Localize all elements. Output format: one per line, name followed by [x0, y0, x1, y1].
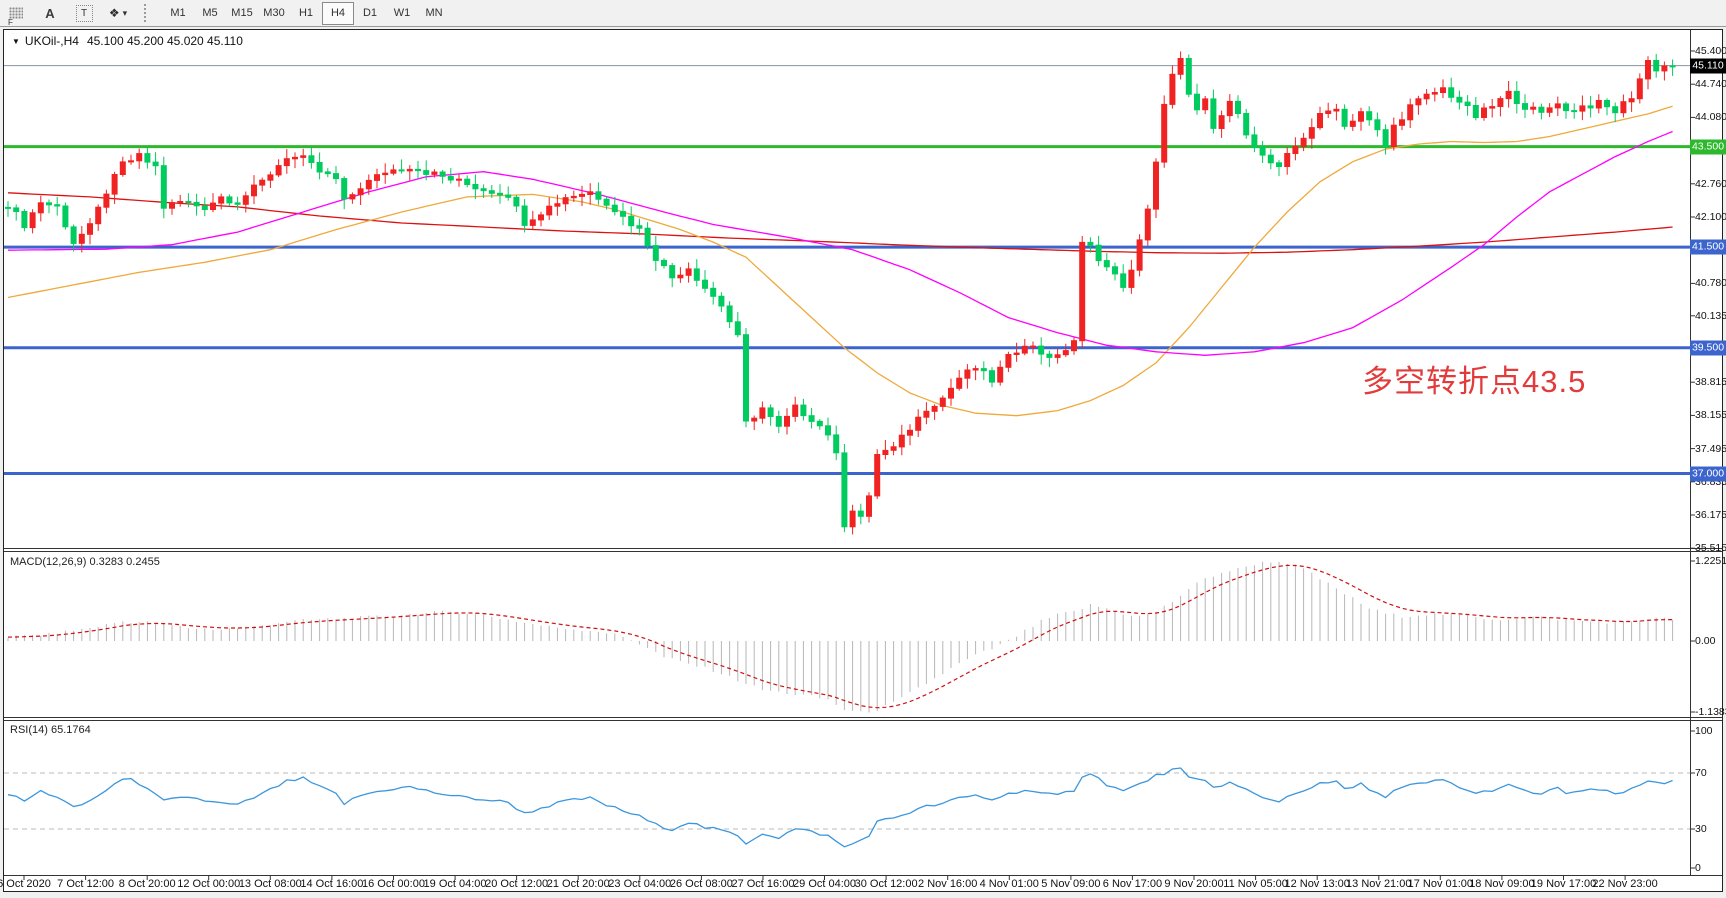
- timeframe-button-d1[interactable]: D1: [362, 6, 378, 19]
- toolbar: F A T ❖ ▾ M1 M5 M15 M30 H1 H4 D1 W1 MN: [0, 0, 1726, 27]
- letter-t-icon: T: [75, 4, 93, 22]
- shapes-tool-button[interactable]: ❖ ▾: [108, 2, 128, 24]
- timeframe-button-m5[interactable]: M5: [202, 6, 218, 19]
- timeframe-button-w1[interactable]: W1: [393, 6, 411, 19]
- timeframe-button-m30[interactable]: M30: [263, 6, 285, 19]
- timeframe-button-h1[interactable]: H1: [298, 6, 314, 19]
- timeframe-button-h4[interactable]: H4: [322, 1, 354, 25]
- text-label-icon[interactable]: T: [74, 2, 94, 24]
- toolbar-grip: [144, 4, 152, 22]
- drawing-tools-group: F A T ❖ ▾: [0, 2, 128, 27]
- timeframe-button-m15[interactable]: M15: [231, 6, 253, 19]
- grid-f-letter: F: [8, 18, 13, 27]
- text-annotation-icon[interactable]: A: [40, 2, 60, 24]
- letter-a-icon: A: [45, 5, 55, 21]
- grid-dots-icon: [9, 7, 23, 19]
- timeframe-button-mn[interactable]: MN: [425, 6, 443, 19]
- timeframe-group: M1 M5 M15 M30 H1 H4 D1 W1 MN: [162, 1, 450, 25]
- dropdown-caret-icon: ▾: [122, 7, 128, 18]
- grid-f-icon[interactable]: F: [6, 2, 26, 27]
- shapes-icon: ❖: [108, 6, 120, 20]
- timeframe-button-m1[interactable]: M1: [170, 6, 186, 19]
- chart-dropdown-icon[interactable]: ▼: [12, 37, 20, 46]
